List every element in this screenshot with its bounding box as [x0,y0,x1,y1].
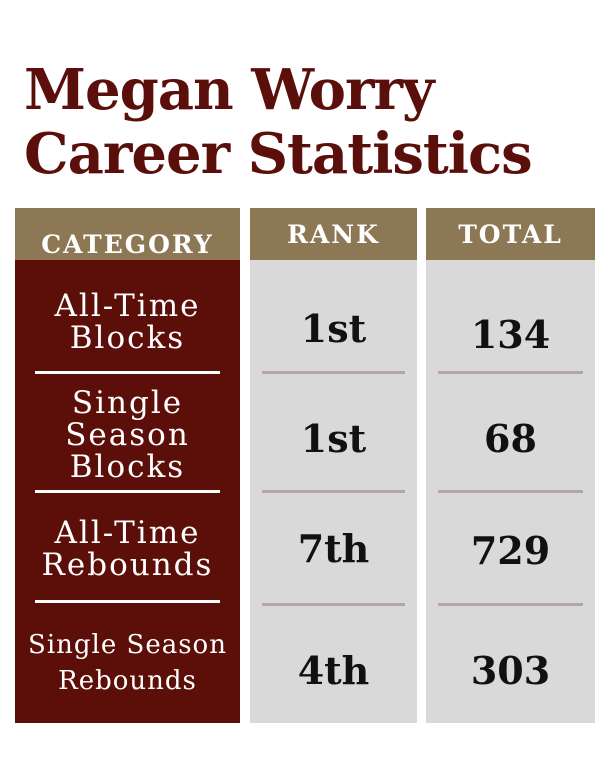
row-divider [35,600,220,603]
total-column: TOTAL 134 68 729 303 [426,208,595,723]
title-line-1: Megan Worry [24,57,435,123]
category-header: CATEGORY [15,208,240,260]
total-cell: 729 [470,527,551,573]
category-column: CATEGORY All-Time Blocks Single Season B… [15,208,240,723]
category-line: Season [65,417,190,453]
row-divider [262,603,405,606]
rank-cell: 1st [300,305,367,351]
category-line: Single Season [28,630,227,660]
rank-column: RANK 1st 1st 7th 4th [250,208,417,723]
category-cell-single-season-blocks: Single Season Blocks [15,382,240,488]
category-cell-all-time-rebounds: All-Time Rebounds [15,501,240,597]
row-divider [262,490,405,493]
rank-cell: 1st [300,415,367,461]
row-divider [438,371,583,374]
row-divider [35,371,220,374]
rank-cell: 4th [297,647,370,693]
category-line: Rebounds [41,547,214,583]
category-line: Blocks [69,449,186,485]
row-divider [438,490,583,493]
category-cell-all-time-blocks: All-Time Blocks [15,276,240,368]
category-line: Single [71,385,184,421]
row-divider [438,603,583,606]
total-header: TOTAL [426,208,595,260]
category-line: All-Time [54,288,201,324]
total-cell: 303 [470,647,551,693]
title-line-2: Career Statistics [24,121,533,187]
category-line: Rebounds [58,666,197,696]
page-title: Megan Worry Career Statistics [24,58,604,186]
rank-header: RANK [250,208,417,260]
rank-cell: 7th [297,525,370,571]
category-cell-single-season-rebounds: Single Season Rebounds [15,613,240,713]
total-cell: 134 [470,311,551,357]
row-divider [35,490,220,493]
category-line: Blocks [69,320,186,356]
row-divider [262,371,405,374]
category-line: All-Time [54,515,201,551]
total-cell: 68 [484,415,537,461]
